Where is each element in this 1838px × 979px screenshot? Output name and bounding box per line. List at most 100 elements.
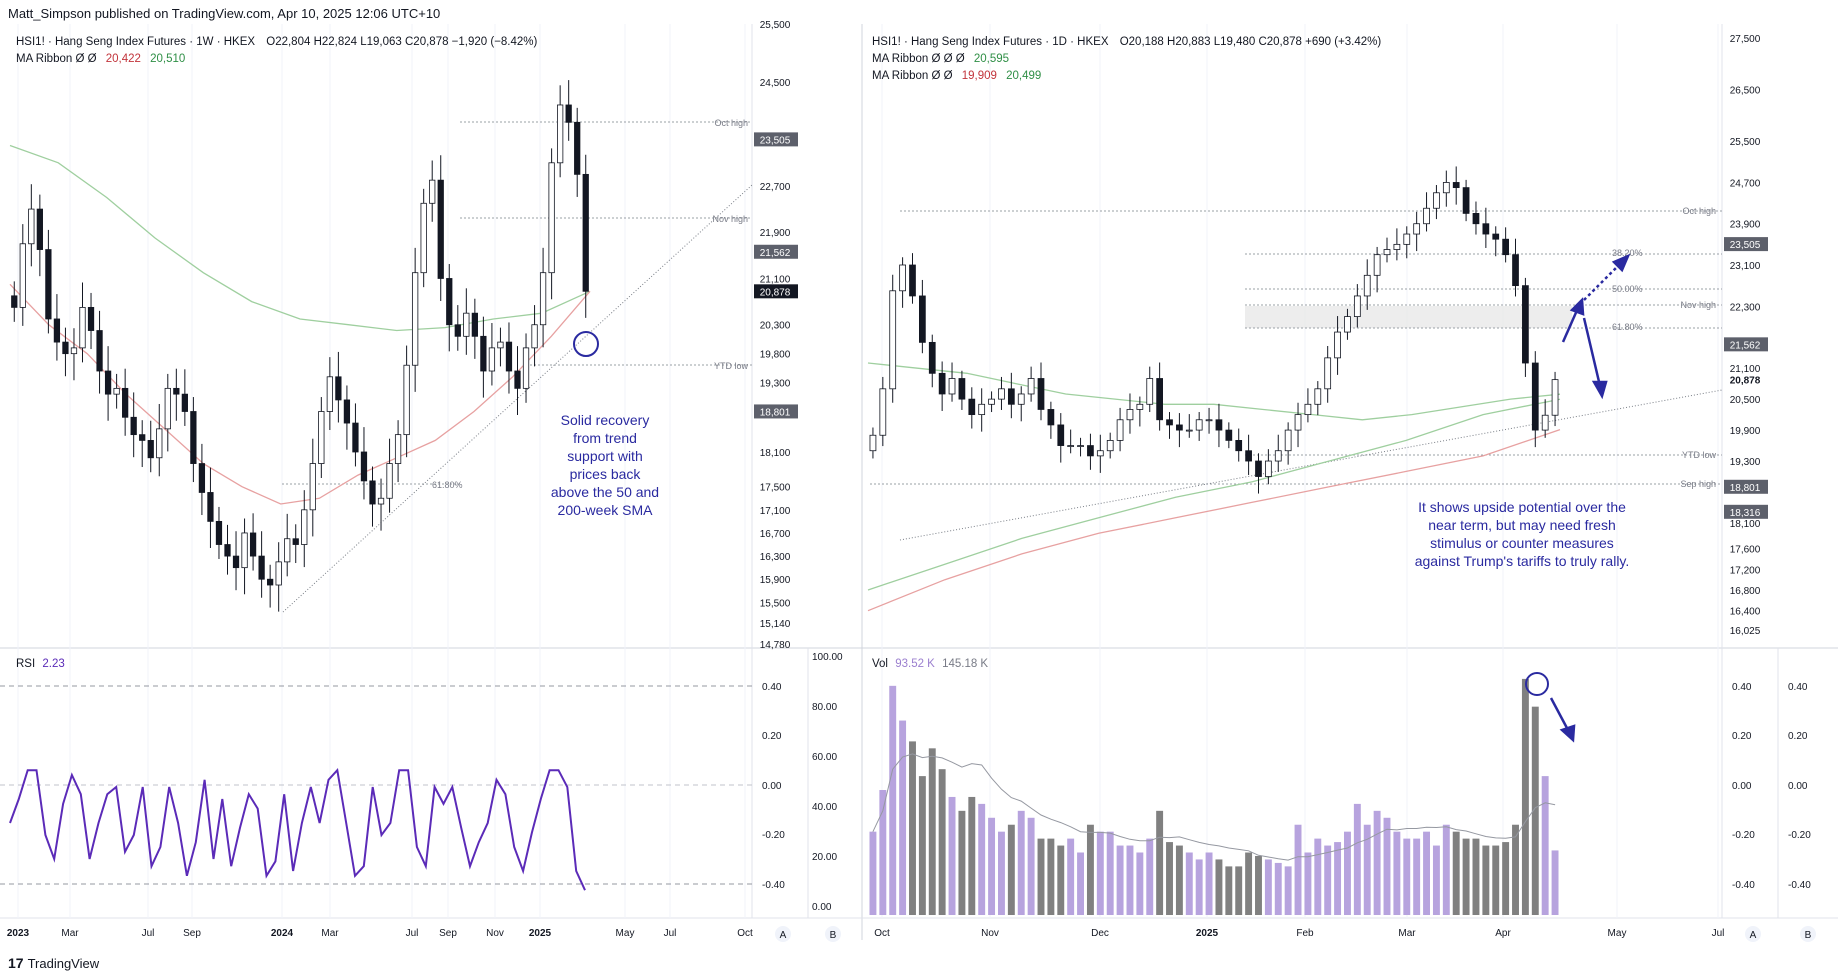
w-candle-body [488,347,496,372]
d-time-axis[interactable]: Oct Nov Dec 2025 Feb Mar Apr May Jul [874,928,1724,939]
d-volume-bar [968,796,976,915]
w-price-tick: 21,562 [760,248,791,259]
d-volume-bar [1324,845,1332,915]
d-candle-body [1314,388,1322,405]
d-volume-bar [1423,831,1431,915]
d-candle-body [1452,182,1460,189]
w-candle-body [275,561,282,586]
d-volume-bar [1116,845,1124,915]
w-candle-body [122,387,129,418]
d-candle-body [1235,440,1243,452]
d-candle-body [1047,409,1055,426]
d-volume-spike-circle [1525,672,1549,696]
d-volume-bar [1373,810,1381,915]
d-price-tick: 23,505 [1730,240,1761,251]
d-volume-bar [1156,810,1164,915]
w-candle-body [113,387,120,395]
d-price-tick: 20,500 [1730,395,1761,406]
d-candle-body [1106,440,1114,452]
w-candle-body [565,104,572,123]
d-volume-bar [1146,838,1154,915]
d-candle-body [1255,460,1262,477]
w-price-tick: 20,878 [760,287,791,298]
w-candle-body [11,295,18,308]
d-candle-body [1442,182,1450,194]
d-oct-high-label: Oct high [1682,206,1716,216]
d-volume-bar [1007,824,1015,915]
w-candle-body [437,179,444,279]
publisher-header: Matt_Simpson published on TradingView.co… [8,6,441,21]
d-auto-scale-button[interactable] [1745,926,1761,942]
d-candle-body [1037,378,1045,410]
d-volume-bar [1343,831,1351,915]
w-price-badge [754,244,798,259]
d-candle-body [1373,254,1381,276]
d-candle-body [938,372,946,395]
w-price-axis[interactable]: 25,500 24,500 23,505 22,700 21,900 21,562 21,1… [754,20,798,651]
d-price-tick: 18,100 [1730,519,1761,530]
w-candle-body [574,121,581,175]
d-price-tick: 18,801 [1730,483,1761,494]
d-dotted-arrow [1583,263,1621,301]
d-ma-ribbon-a-line [867,362,1561,421]
d-volume-bar [1086,824,1094,915]
d-ma-b-label: MA Ribbon Ø Ø [872,70,953,82]
w-candle-body [318,411,325,464]
d-price-tick: 23,100 [1730,261,1761,272]
w-price-tick: 18,801 [760,407,791,418]
w-time-axis[interactable]: 2023 Mar Jul Sep 2024 Mar Jul Sep Nov 2025 May Jul O… [7,928,753,939]
w-ytd-low-label: YTD low [714,361,749,371]
w-candle-body [139,434,146,441]
d-time-tick: 2025 [1196,928,1219,939]
d-volume-bar [918,776,926,915]
d-candle-body [1027,378,1035,395]
daily-candles [869,166,1559,494]
d-price-tick: 27,500 [1730,34,1761,45]
d-volume-bar [1383,817,1391,915]
d-up-arrow-head [1569,297,1585,316]
tradingview-brand: TradingView [27,955,100,971]
w-annot-line: support with [567,448,642,464]
w-ma2-value: 20,510 [150,53,185,65]
daily-grid [881,24,1719,918]
w-auto-scale-label: A [780,930,787,941]
d-volume-bar [1136,852,1144,915]
w-price-tick: 24,500 [760,78,791,89]
w-trend-support-line [282,184,753,613]
d-price-badge [1724,237,1768,252]
d-price-tick: 16,800 [1730,586,1761,597]
d-volume-bar [1077,852,1085,915]
d-candle-body [879,388,887,436]
d-candle-body [1225,429,1233,441]
d-symbol-text: HSI1! · Hang Seng Index Futures · 1D · H… [872,36,1109,48]
d-price-tick: 20,878 [1730,376,1761,387]
tradingview-logo-icon: 17 [8,955,24,971]
d-fib-500-label: 50.00% [1612,284,1643,294]
w-candle-body [284,538,291,563]
d-volume-bar [1334,842,1342,915]
d-volume-arrow-line [1549,697,1570,731]
d-down-arrow [1582,317,1602,387]
w-time-tick: 2024 [271,928,294,939]
d-price-tick: 19,300 [1730,457,1761,468]
d-candle-body [869,434,877,452]
d-price-tick: 24,700 [1730,178,1761,189]
w-log-scale-button[interactable] [825,926,841,942]
w-price-tick: 25,500 [760,20,791,31]
d-candle-body [1284,429,1292,452]
w-log-scale-label: B [830,930,837,941]
d-candle-body [1126,409,1134,421]
d-candle-body [1492,233,1500,240]
d-ma-a-label: MA Ribbon Ø Ø Ø [872,53,965,65]
w-pct-axis: 100.00 80.00 60.00 40.00 20.00 0.00 [812,652,843,913]
d-candle-body [1353,295,1361,317]
w-auto-scale-button[interactable] [775,926,791,942]
w-candle-body [557,104,564,164]
w-rsi-tick: 0.40 [762,682,782,693]
d-price-axis[interactable]: 27,500 26,500 25,500 24,700 23,900 23,505 23,1… [1724,34,1768,637]
d-volume-bar [1027,817,1035,915]
d-volume-bar [1215,859,1223,915]
d-volume-ma-line [872,753,1556,861]
d-log-scale-button[interactable] [1800,926,1816,942]
d-candle-body [1324,357,1332,390]
